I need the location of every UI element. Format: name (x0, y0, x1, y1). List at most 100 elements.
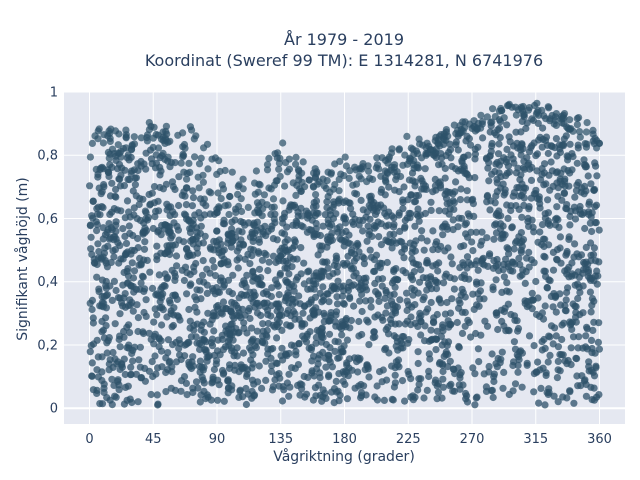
data-point (378, 275, 387, 283)
data-point (121, 290, 129, 298)
data-point (271, 150, 279, 158)
data-point (157, 347, 166, 355)
data-point (175, 344, 183, 353)
data-point (541, 137, 550, 145)
data-point (542, 272, 550, 280)
data-point (197, 326, 205, 334)
data-point (447, 253, 455, 261)
data-point (414, 359, 422, 368)
data-point (455, 343, 463, 352)
data-point (553, 203, 561, 211)
data-point (355, 382, 363, 390)
data-point (413, 210, 421, 218)
data-point (401, 397, 409, 405)
data-point (412, 237, 420, 245)
data-point (319, 283, 327, 291)
data-point (235, 254, 243, 262)
data-point (137, 374, 146, 382)
data-point (590, 244, 599, 252)
data-point (250, 246, 258, 254)
data-point (414, 348, 422, 356)
data-point (214, 376, 222, 384)
data-point (147, 122, 155, 130)
data-point (465, 275, 473, 283)
data-point (338, 331, 346, 339)
data-point (530, 139, 538, 147)
data-point (312, 392, 320, 400)
data-point (494, 126, 502, 134)
data-point (449, 226, 457, 234)
data-point (514, 361, 522, 369)
data-point (254, 378, 262, 386)
data-point (495, 140, 503, 148)
data-point (155, 271, 163, 279)
data-point (401, 216, 409, 225)
data-point (414, 386, 422, 394)
data-point (200, 387, 208, 395)
data-point (185, 358, 193, 366)
data-point (430, 319, 438, 327)
data-point (214, 396, 222, 404)
data-point (391, 186, 399, 194)
data-point (494, 150, 503, 158)
data-point (254, 188, 262, 196)
data-point (99, 139, 107, 147)
y-tick-label: 0,6 (37, 212, 58, 227)
data-point (209, 312, 217, 320)
data-point (345, 355, 354, 363)
x-tick-label: 135 (268, 432, 293, 447)
data-point (112, 286, 120, 295)
data-point (573, 181, 581, 189)
data-point (270, 203, 278, 211)
data-point (582, 392, 591, 400)
data-point (456, 374, 464, 382)
data-point (425, 372, 433, 381)
data-point (339, 322, 347, 330)
data-point (437, 299, 445, 307)
data-point (472, 228, 480, 236)
data-point (566, 221, 574, 229)
data-point (554, 357, 562, 365)
data-point (130, 267, 139, 275)
data-point (99, 303, 107, 311)
data-point (141, 238, 149, 246)
data-point (127, 145, 136, 153)
data-point (189, 353, 197, 361)
data-point (212, 238, 220, 246)
data-point (235, 227, 243, 235)
data-point (137, 134, 145, 142)
data-point (325, 371, 333, 379)
data-point (282, 246, 290, 255)
data-point (262, 376, 270, 384)
data-point (123, 197, 132, 205)
data-point (439, 231, 447, 239)
data-point (135, 200, 143, 209)
data-point (125, 208, 133, 216)
data-point (214, 305, 222, 313)
data-point (374, 291, 382, 299)
data-point (262, 251, 270, 259)
data-point (514, 368, 522, 376)
data-point (267, 292, 275, 301)
data-point (533, 108, 541, 116)
data-point (549, 248, 558, 256)
data-point (391, 161, 399, 169)
data-point (183, 391, 191, 399)
data-point (591, 349, 599, 357)
data-point (269, 252, 278, 260)
data-point (249, 268, 257, 276)
data-point (592, 162, 600, 170)
data-point (355, 356, 363, 364)
data-point (193, 244, 201, 252)
data-point (367, 303, 375, 311)
data-point (292, 298, 300, 306)
data-point (518, 213, 526, 221)
data-point (563, 270, 571, 278)
data-point (323, 290, 331, 298)
data-point (258, 384, 266, 392)
data-point (582, 380, 590, 389)
data-point (541, 214, 550, 222)
data-point (311, 174, 320, 182)
data-point (213, 357, 221, 365)
data-point (357, 392, 366, 400)
